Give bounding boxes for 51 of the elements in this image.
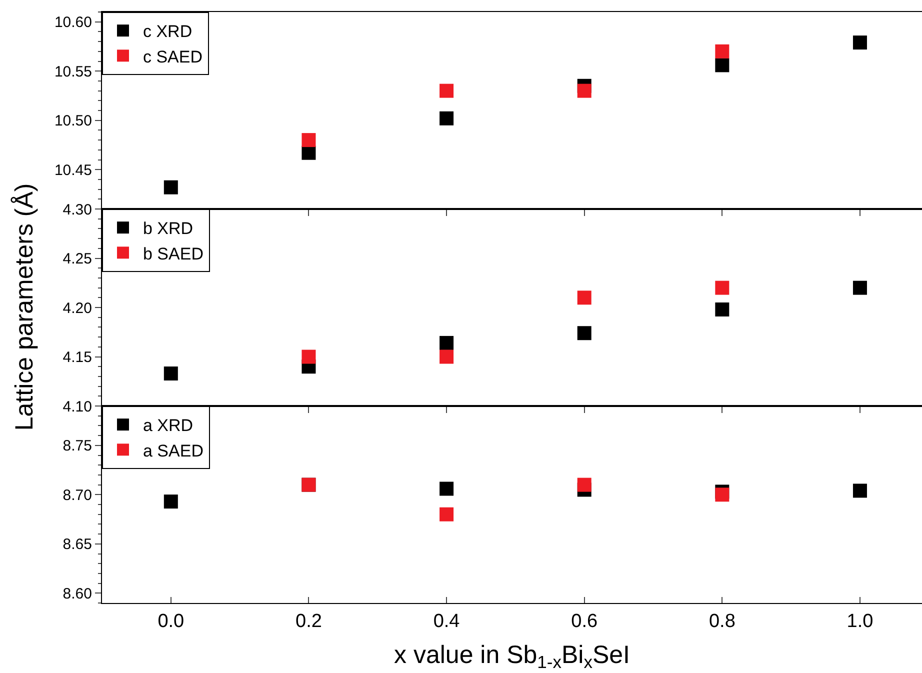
legend-label: b XRD	[143, 219, 194, 238]
legend-label: c XRD	[143, 22, 192, 42]
x-axis-title: x value in Sb$_{1-x}$Bi$_{x}$SeI	[394, 640, 630, 672]
x-tick-label: 0.2	[296, 610, 322, 632]
y-tick-label: 4.10	[62, 398, 92, 416]
point	[440, 111, 454, 126]
point	[440, 84, 454, 98]
x-tick-label: 0.4	[433, 610, 460, 632]
y-tick-label: 8.70	[62, 486, 92, 504]
point	[440, 507, 454, 522]
y-tick-label: 4.20	[62, 300, 92, 317]
legend-label: c SAED	[143, 47, 203, 66]
point	[852, 484, 867, 498]
point	[164, 494, 178, 509]
legend-label: a XRD	[143, 416, 194, 436]
x-tick-label: 0.0	[158, 610, 184, 632]
y-tick-label: 8.65	[62, 536, 92, 554]
y-tick-label: 10.60	[54, 14, 92, 32]
point	[715, 280, 730, 295]
y-tick-label: 10.45	[54, 162, 92, 179]
y-axis-title: Lattice parameters (Å)	[10, 183, 39, 431]
point	[852, 280, 867, 295]
y-tick-label: 8.75	[62, 438, 92, 455]
point	[577, 290, 592, 305]
point	[164, 366, 178, 380]
legend-label: a SAED	[143, 441, 204, 460]
x-tick-label: 0.6	[571, 610, 598, 632]
legend-label: b SAED	[143, 244, 204, 264]
y-tick-label: 8.60	[62, 585, 92, 602]
point	[715, 58, 730, 72]
point	[577, 478, 592, 492]
x-tick-label: 0.8	[708, 610, 736, 632]
point	[302, 133, 316, 148]
point	[577, 84, 592, 98]
point	[440, 350, 454, 364]
point	[715, 488, 730, 502]
x-tick-label: 1.0	[846, 610, 874, 632]
point	[715, 44, 730, 58]
point	[715, 302, 730, 316]
point	[302, 350, 316, 364]
y-tick-label: 4.15	[62, 349, 92, 366]
point	[302, 146, 316, 160]
y-tick-label: 10.55	[54, 63, 92, 80]
y-tick-label: 4.25	[62, 250, 92, 268]
point	[852, 36, 867, 50]
point	[440, 482, 454, 496]
point	[577, 326, 592, 340]
point	[440, 336, 454, 350]
y-tick-label: 10.50	[54, 112, 92, 130]
point	[164, 180, 178, 194]
y-tick-label: 4.30	[62, 201, 92, 218]
